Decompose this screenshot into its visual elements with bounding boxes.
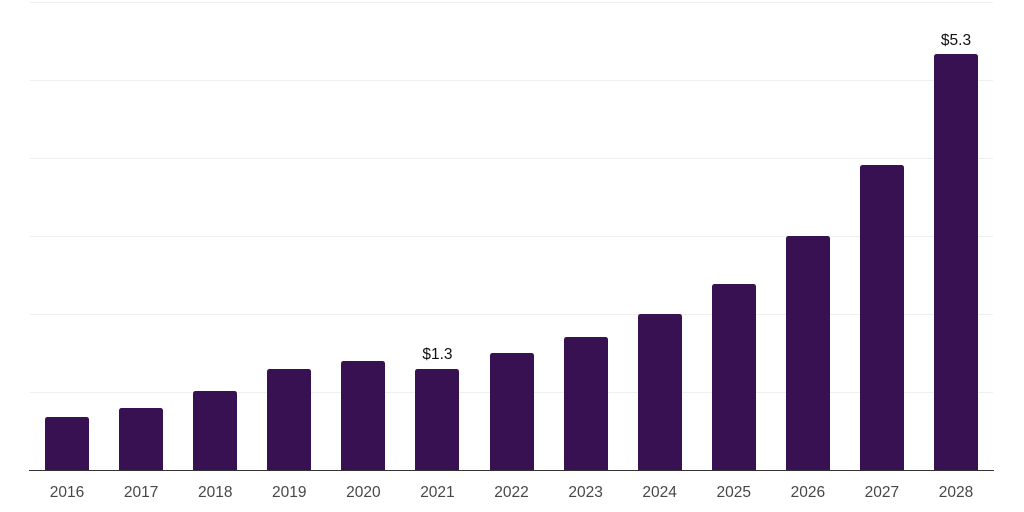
bar-cell-2023 (549, 2, 623, 470)
bar-2027 (859, 165, 904, 470)
bar-2016 (45, 416, 90, 470)
gridline (30, 80, 993, 81)
x-axis-labels: 2016 2017 2018 2019 2020 2021 2022 2023 2024 2025… (30, 484, 993, 502)
x-tick-label-2020: 2020 (346, 484, 381, 501)
x-tick-label-2017: 2017 (123, 484, 159, 501)
bar-2018 (193, 391, 238, 470)
x-tick-label-2016: 2016 (49, 484, 85, 501)
bar-value-label-2028: $5.3 (940, 31, 972, 49)
bar-2017 (119, 408, 164, 470)
bar-2023 (563, 336, 608, 470)
bar-cell-2028: $5.3 (919, 2, 993, 470)
x-tick-label-2026: 2026 (790, 484, 826, 501)
x-tick-label-2019: 2019 (272, 484, 307, 501)
plot-area: $1.3 $5.3 (30, 2, 993, 470)
bar-cell-2025 (697, 2, 771, 470)
bar-2025 (711, 283, 756, 470)
bar-2021 (415, 368, 460, 470)
gridline (30, 314, 993, 315)
bar-cell-2017 (104, 2, 178, 470)
bar-2026 (785, 236, 830, 470)
gridline (30, 2, 993, 3)
bar-cell-2024 (623, 2, 697, 470)
bar-cell-2022 (474, 2, 548, 470)
x-tick-label-2028: 2028 (938, 484, 974, 501)
bar-cell-2026 (771, 2, 845, 470)
gridline (30, 236, 993, 237)
bar-cell-2019 (252, 2, 326, 470)
bar-2024 (637, 314, 682, 470)
bar-2022 (489, 353, 534, 470)
bar-cell-2021: $1.3 (400, 2, 474, 470)
bar-value-label-2021: $1.3 (422, 346, 453, 364)
x-tick-label-2022: 2022 (494, 484, 529, 501)
bar-2019 (267, 369, 312, 470)
bar-cell-2020 (326, 2, 400, 470)
bars-row: $1.3 $5.3 (30, 2, 993, 470)
x-tick-label-2025: 2025 (716, 484, 751, 501)
x-tick-label-2024: 2024 (642, 484, 677, 501)
x-tick-label-2027: 2027 (864, 484, 900, 501)
bar-2020 (341, 360, 386, 470)
x-tick-label-2018: 2018 (197, 484, 233, 501)
gridline (30, 158, 993, 159)
bar-cell-2016 (30, 2, 104, 470)
x-tick-label-2023: 2023 (568, 484, 603, 501)
bar-cell-2018 (178, 2, 252, 470)
x-tick-label-2021: 2021 (420, 484, 455, 501)
x-axis-line (29, 469, 994, 471)
bar-2028 (933, 54, 978, 470)
bar-cell-2027 (845, 2, 919, 470)
